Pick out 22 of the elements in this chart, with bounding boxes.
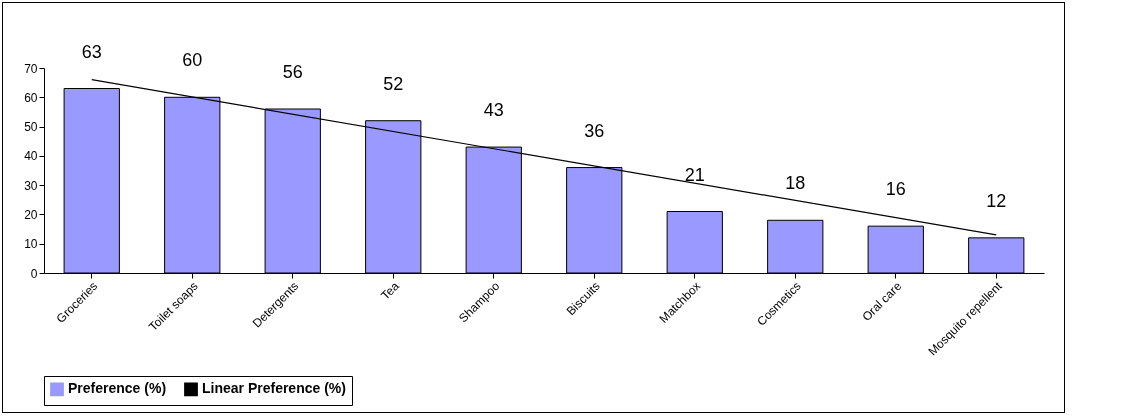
data-label: 63 (81, 41, 102, 62)
y-tick-label: 20 (24, 207, 38, 222)
data-label: 18 (785, 173, 806, 194)
x-tick-label: Oral care (859, 278, 905, 324)
data-label: 12 (986, 190, 1007, 211)
y-tick-label: 40 (24, 149, 38, 164)
y-tick-label: 50 (24, 120, 38, 135)
y-tick-label: 10 (24, 237, 38, 252)
data-label: 36 (584, 120, 605, 141)
data-label: 60 (182, 50, 203, 71)
data-label: 16 (885, 179, 906, 200)
y-tick-label: 0 (30, 266, 38, 281)
legend-label: Linear Preference (%) (202, 380, 346, 397)
data-label: 21 (684, 164, 705, 185)
data-label: 56 (282, 62, 303, 82)
data-label: 43 (483, 100, 504, 121)
x-tick-label: Tea (378, 278, 402, 303)
y-tick-label: 30 (24, 178, 38, 193)
data-label: 52 (383, 73, 404, 94)
y-tick-label: 70 (24, 61, 38, 76)
y-tick-label: 60 (24, 90, 38, 105)
legend-label: Preference (%) (68, 380, 167, 397)
